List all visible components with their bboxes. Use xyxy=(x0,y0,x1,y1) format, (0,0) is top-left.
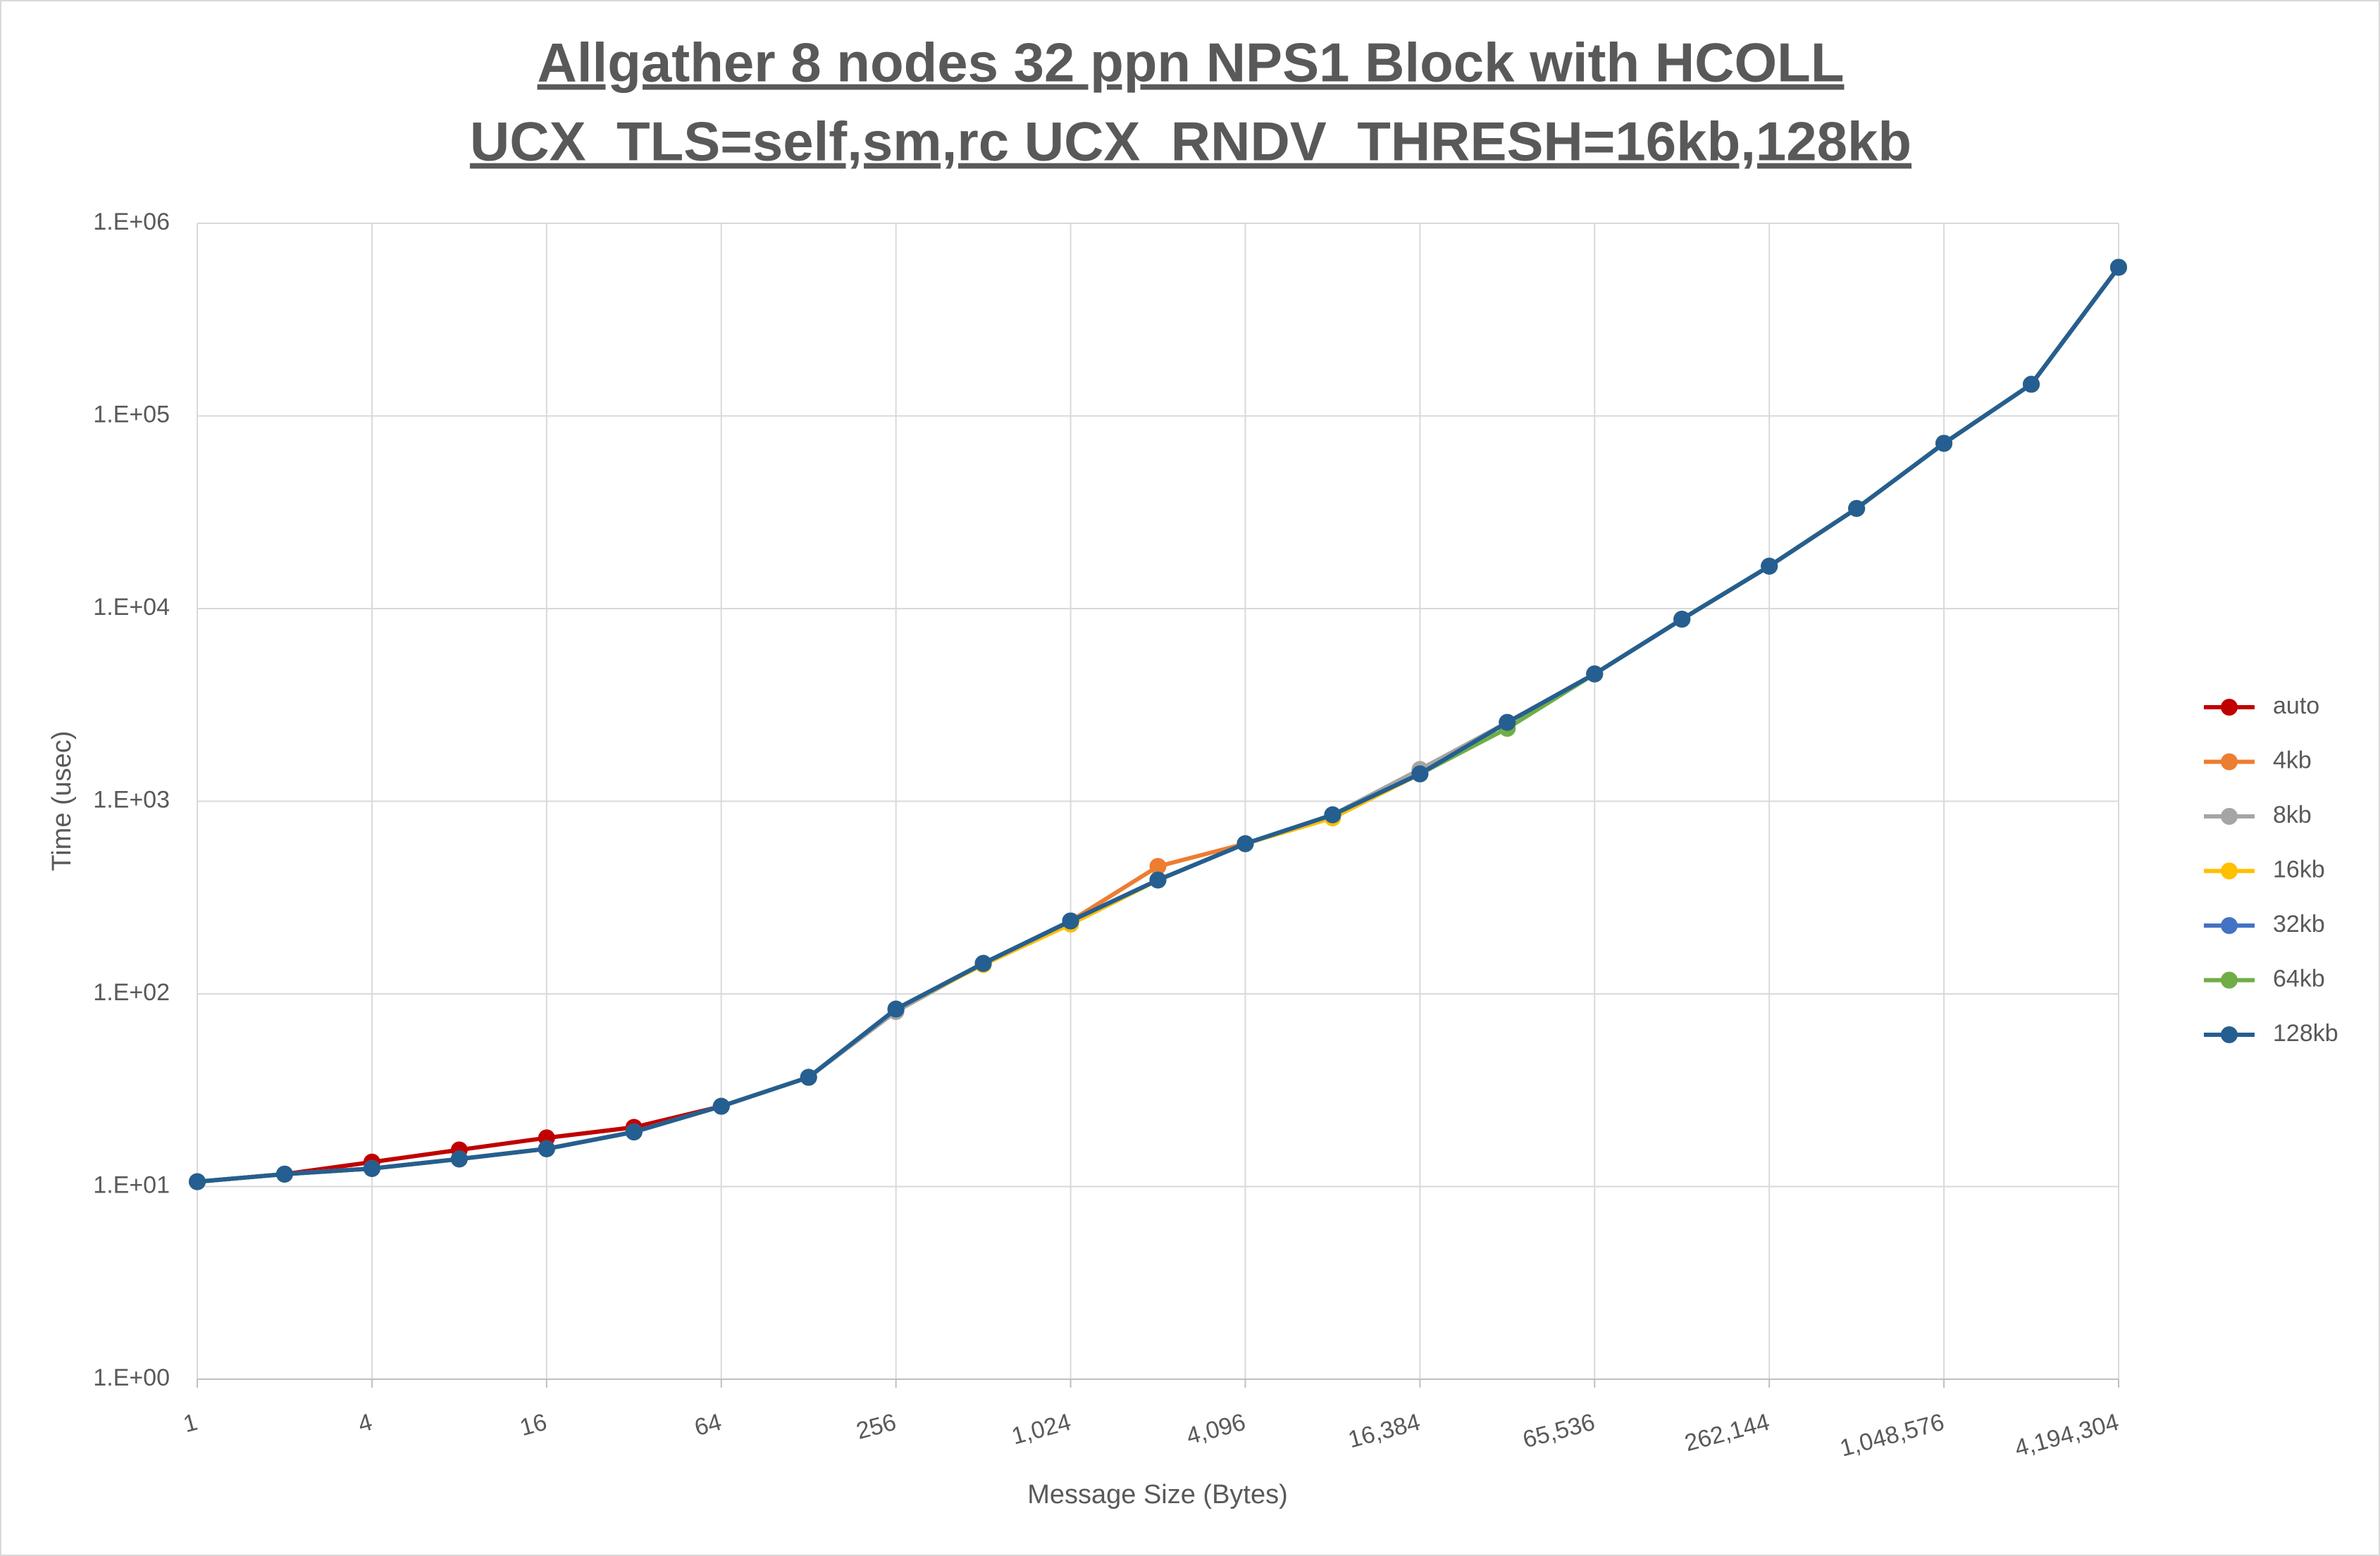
legend-marker xyxy=(2221,808,2238,825)
data-point xyxy=(2023,375,2040,393)
data-point xyxy=(1673,611,1691,628)
y-tick-label: 1.E+01 xyxy=(93,1171,170,1198)
legend-label: 16kb xyxy=(2273,856,2325,883)
legend-label: 64kb xyxy=(2273,965,2325,992)
y-tick-label: 1.E+06 xyxy=(93,208,170,235)
x-axis-title: Message Size (Bytes) xyxy=(1027,1480,1288,1510)
legend-label: auto xyxy=(2273,692,2319,719)
data-point xyxy=(275,1165,293,1183)
legend-marker xyxy=(2221,1026,2238,1043)
data-point xyxy=(1935,435,1953,452)
data-point xyxy=(1149,871,1167,889)
data-point xyxy=(363,1159,380,1177)
data-point xyxy=(1761,557,1778,575)
legend-marker xyxy=(2221,971,2238,989)
y-tick-label: 1.E+00 xyxy=(93,1364,170,1391)
y-axis-title: Time (usec) xyxy=(47,730,77,871)
y-tick-label: 1.E+05 xyxy=(93,401,170,428)
legend-marker xyxy=(2221,862,2238,880)
legend-label: 8kb xyxy=(2273,802,2312,828)
data-point xyxy=(538,1140,555,1157)
grid xyxy=(197,223,2119,1380)
y-tick-label: 1.E+02 xyxy=(93,979,170,1006)
data-point xyxy=(887,1000,905,1018)
data-point xyxy=(625,1124,643,1141)
legend-label: 4kb xyxy=(2273,747,2312,773)
y-tick-label: 1.E+03 xyxy=(93,786,170,813)
data-point xyxy=(1586,665,1604,683)
data-point xyxy=(1848,499,1866,517)
data-point xyxy=(712,1097,730,1115)
legend-label: 32kb xyxy=(2273,911,2325,938)
data-point xyxy=(800,1069,817,1086)
data-point xyxy=(1062,912,1079,930)
legend-marker xyxy=(2221,753,2238,771)
data-point xyxy=(974,954,992,972)
legend-marker xyxy=(2221,699,2238,716)
data-point xyxy=(2110,259,2127,276)
chart-title: UCX_TLS=self,sm,rc UCX_RNDV_THRESH=16kb,… xyxy=(470,111,1911,173)
data-point xyxy=(1324,806,1341,823)
chart-title: Allgather 8 nodes 32 ppn NPS1 Block with… xyxy=(538,32,1845,94)
data-point xyxy=(1149,857,1167,875)
data-point xyxy=(1499,714,1516,731)
legend-label: 128kb xyxy=(2273,1020,2338,1047)
data-point xyxy=(1237,835,1254,852)
legend-marker xyxy=(2221,917,2238,934)
y-tick-label: 1.E+04 xyxy=(93,594,170,621)
data-point xyxy=(1411,765,1429,783)
data-point xyxy=(450,1150,468,1168)
data-point xyxy=(189,1173,206,1190)
